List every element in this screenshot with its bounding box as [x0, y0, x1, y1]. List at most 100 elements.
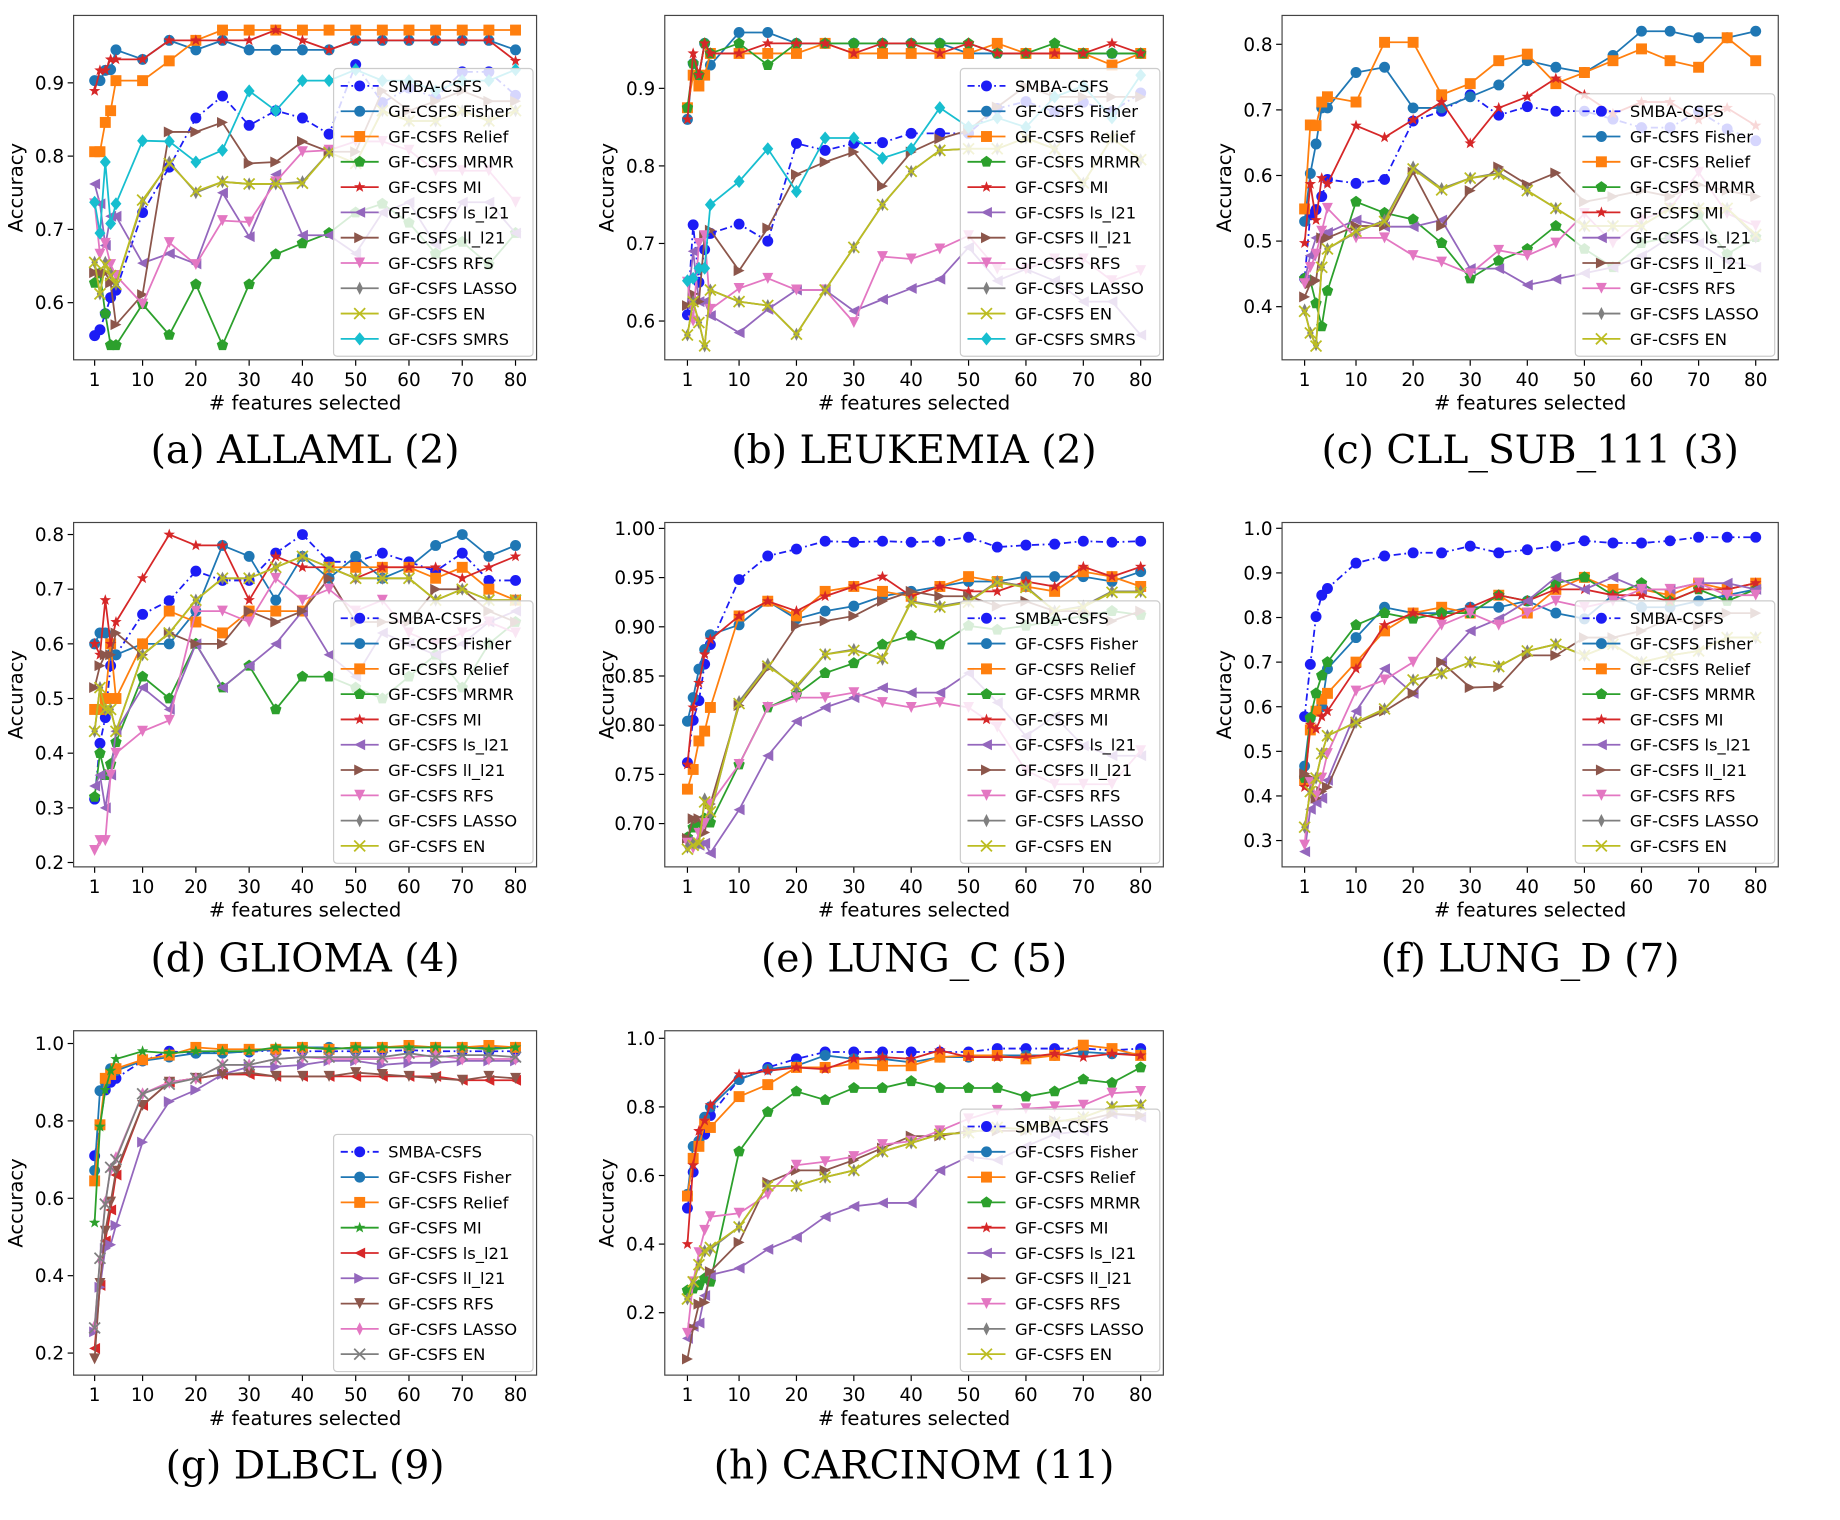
- data-point: [1721, 32, 1733, 44]
- data-point: [1316, 320, 1328, 332]
- data-point: [1464, 540, 1476, 552]
- data-point: [819, 1171, 832, 1184]
- data-point: [877, 682, 888, 694]
- x-tick-label: 60: [1014, 1385, 1037, 1406]
- data-point: [1607, 589, 1619, 601]
- y-tick-label: 0.6: [626, 312, 655, 333]
- series-line: [1303, 93, 1757, 279]
- data-point: [376, 1050, 389, 1064]
- data-point: [349, 1041, 362, 1053]
- x-tick-label: 20: [1401, 370, 1424, 391]
- data-point: [790, 1231, 802, 1243]
- data-point: [1407, 673, 1420, 687]
- data-point: [430, 583, 442, 595]
- data-point: [430, 24, 442, 36]
- legend-label: GF-CSFS MI: [388, 1219, 482, 1238]
- data-point: [848, 47, 860, 59]
- y-tick-label: 0.3: [35, 798, 64, 819]
- data-point: [733, 37, 745, 49]
- legend-marker: [980, 688, 993, 699]
- data-point: [704, 847, 716, 859]
- legend-marker: [354, 663, 366, 675]
- data-point: [934, 243, 946, 255]
- data-point: [1550, 167, 1562, 179]
- data-point: [163, 528, 175, 540]
- data-point: [270, 248, 282, 260]
- plot-frame: [664, 14, 1164, 361]
- data-point: [402, 1047, 416, 1060]
- chart-panel: 1 10 20 30 40 50 60 70 80 0.70 0.75 0.80 0.85 0.90 0.9…: [596, 519, 1164, 981]
- panel-caption: (c) CLL_SUB_111 (3): [1321, 428, 1738, 473]
- legend-marker: [354, 1298, 366, 1309]
- data-point: [1106, 47, 1118, 59]
- data-point: [1521, 184, 1534, 197]
- x-tick-label: 1: [682, 877, 694, 898]
- data-point: [687, 764, 699, 775]
- data-point: [877, 1139, 888, 1151]
- data-point: [376, 34, 389, 46]
- data-point: [991, 1051, 1003, 1062]
- data-point: [905, 1197, 917, 1209]
- data-point: [1299, 291, 1311, 303]
- data-point: [104, 1064, 117, 1076]
- data-point: [1378, 619, 1391, 630]
- legend-label: GF-CSFS MI: [1630, 710, 1724, 729]
- legend-marker: [981, 663, 992, 675]
- data-point: [217, 143, 228, 157]
- legend-marker: [354, 232, 366, 244]
- plot-frame: [73, 1030, 538, 1376]
- data-point: [1299, 215, 1311, 227]
- data-point: [1607, 537, 1619, 549]
- data-point: [1521, 250, 1533, 262]
- data-point: [934, 535, 946, 547]
- legend-marker: [981, 1298, 992, 1309]
- data-point: [934, 273, 946, 285]
- data-point: [483, 1070, 495, 1082]
- data-point: [876, 1082, 889, 1093]
- data-point: [110, 736, 122, 748]
- data-point: [1550, 540, 1562, 552]
- legend-marker: [1595, 612, 1607, 624]
- y-tick-label: 0.2: [626, 1303, 655, 1324]
- legend-marker: [981, 739, 992, 751]
- panel-caption: (e) LUNG_C (5): [761, 936, 1067, 981]
- legend-label: SMBA-CSFS: [1630, 609, 1724, 628]
- x-tick-label: 70: [451, 370, 474, 391]
- data-point: [681, 1327, 693, 1339]
- data-point: [1521, 90, 1534, 102]
- data-point: [698, 648, 711, 660]
- data-point: [483, 574, 495, 586]
- data-point: [89, 780, 101, 792]
- y-axis-label: Accuracy: [1213, 143, 1236, 232]
- data-point: [762, 1079, 774, 1091]
- legend-label: GF-CSFS EN: [1015, 304, 1112, 323]
- data-point: [456, 547, 468, 559]
- data-point: [216, 1045, 229, 1057]
- legend-label: GF-CSFS MRMR: [1015, 685, 1141, 704]
- data-point: [1316, 172, 1328, 183]
- data-point: [94, 769, 106, 781]
- data-point: [110, 44, 122, 56]
- data-point: [403, 1070, 415, 1082]
- data-point: [269, 1052, 282, 1066]
- data-point: [1049, 585, 1061, 597]
- legend-label: GF-CSFS LASSO: [1630, 304, 1759, 323]
- chart-panel: 1 10 20 30 40 50 60 70 80 0.2 0.4 0.6 0.8 1.0 # featur…: [5, 1030, 538, 1488]
- legend-label: GF-CSFS MI: [1015, 1219, 1109, 1238]
- data-point: [699, 261, 711, 275]
- data-point: [1636, 25, 1647, 37]
- data-point: [819, 667, 831, 678]
- data-point: [687, 1152, 699, 1164]
- data-point: [761, 37, 774, 49]
- data-point: [136, 53, 149, 65]
- data-point: [819, 156, 831, 168]
- legend-marker: [980, 713, 993, 725]
- data-point: [243, 1045, 255, 1057]
- x-tick-label: 70: [1687, 370, 1710, 391]
- data-point: [877, 251, 888, 263]
- data-point: [189, 185, 202, 198]
- y-tick-label: 0.4: [1243, 786, 1272, 807]
- x-axis-label: # features selected: [1434, 899, 1626, 922]
- data-point: [136, 572, 149, 584]
- data-point: [687, 813, 699, 825]
